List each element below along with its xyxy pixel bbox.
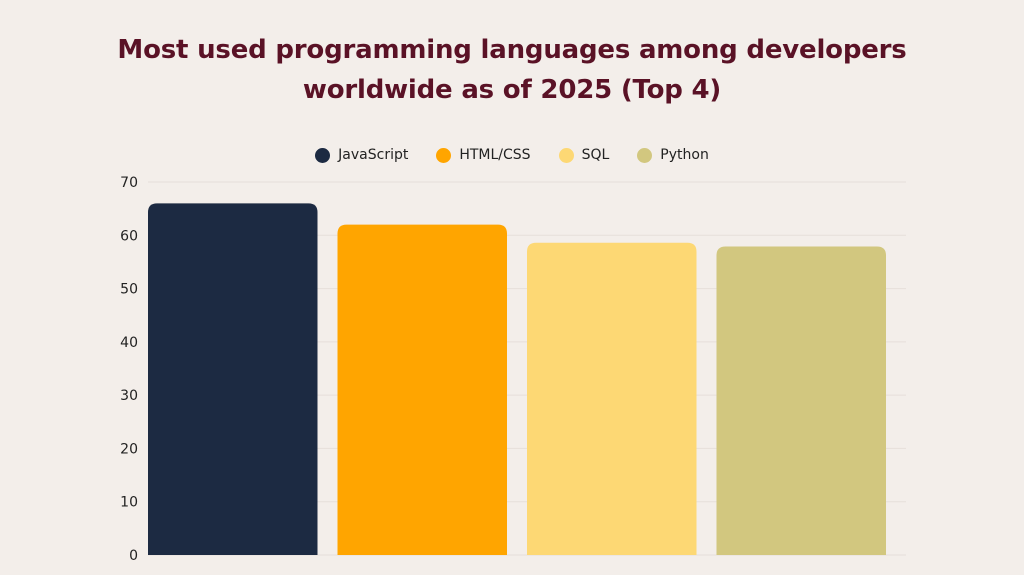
y-tick-label: 60 bbox=[120, 228, 138, 244]
legend-item-html-css: HTML/CSS bbox=[436, 147, 531, 163]
y-tick-label: 10 bbox=[120, 495, 138, 511]
legend-swatch-python bbox=[637, 147, 653, 163]
bar-javascript bbox=[148, 203, 318, 556]
y-tick-label: 40 bbox=[120, 335, 138, 351]
legend-item-python: Python bbox=[637, 147, 709, 163]
y-tick-label: 0 bbox=[129, 548, 138, 564]
legend-swatch-javascript bbox=[315, 147, 331, 163]
bar-python bbox=[716, 246, 886, 555]
legend-label-html-css: HTML/CSS bbox=[459, 147, 531, 163]
legend-item-javascript: JavaScript bbox=[315, 147, 408, 163]
chart-title-line-2: worldwide as of 2025 (Top 4) bbox=[302, 75, 722, 105]
chart-title-line-1: Most used programming languages among de… bbox=[117, 35, 907, 65]
legend-item-sql: SQL bbox=[558, 147, 610, 163]
y-tick-label: 50 bbox=[120, 282, 138, 298]
y-tick-label: 30 bbox=[120, 388, 138, 404]
y-tick-label: 20 bbox=[120, 441, 138, 457]
legend-swatch-html-css bbox=[436, 147, 452, 163]
legend-label-python: Python bbox=[660, 147, 709, 163]
legend-label-javascript: JavaScript bbox=[338, 147, 409, 163]
bar-html-css bbox=[337, 224, 507, 555]
legend-label-sql: SQL bbox=[581, 147, 610, 163]
legend-swatch-sql bbox=[558, 147, 574, 163]
chart-title: Most used programming languages among de… bbox=[62, 30, 962, 110]
y-tick-label: 70 bbox=[120, 175, 138, 191]
bar-sql bbox=[527, 242, 697, 555]
chart-legend: JavaScript HTML/CSS SQL Python bbox=[0, 144, 1024, 166]
